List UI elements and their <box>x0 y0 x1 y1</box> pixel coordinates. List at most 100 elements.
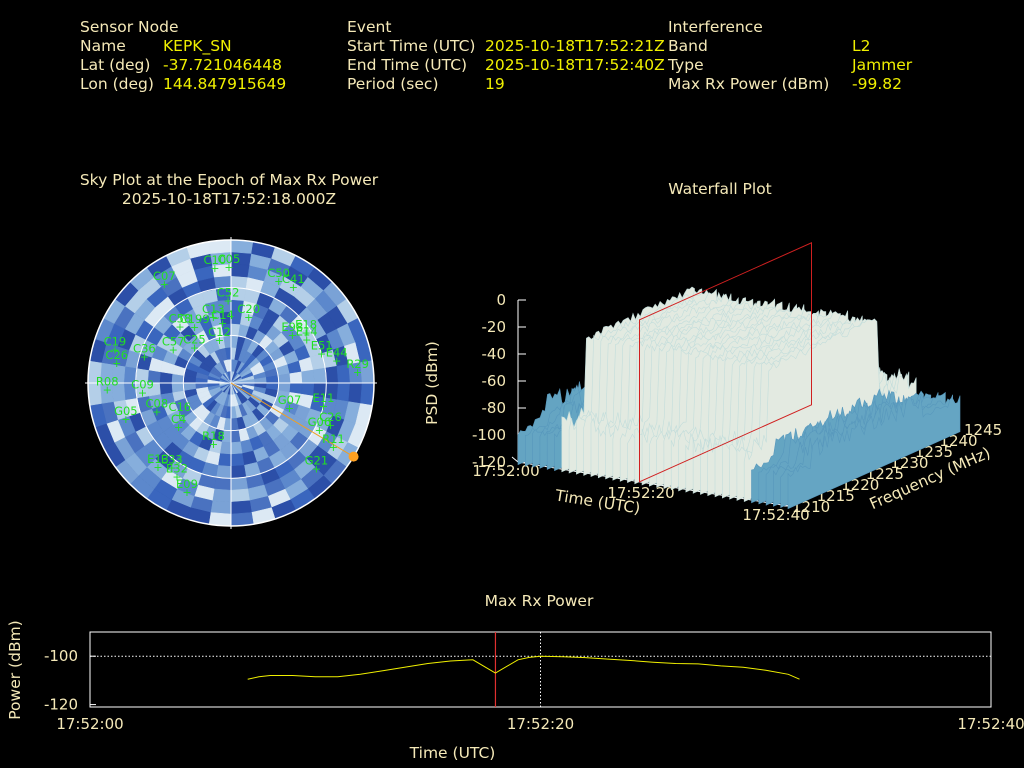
satellite-marker: + <box>152 405 161 418</box>
satellite-marker: + <box>210 262 219 275</box>
sky-cell <box>289 371 303 384</box>
satellite-label: R11 <box>322 432 345 446</box>
time-tick-label: 17:52:20 <box>507 715 574 733</box>
satellite-marker: + <box>353 366 362 379</box>
lon-label: Lon (deg) <box>80 75 154 93</box>
satellite-marker: + <box>169 344 178 357</box>
jammer-bearing-line <box>230 382 354 458</box>
satellite-marker: + <box>329 441 338 454</box>
satellite-label: G21 <box>305 453 329 467</box>
time-slice-marker <box>639 242 812 483</box>
sky-cell <box>360 382 374 406</box>
sky-cell <box>230 476 249 491</box>
sky-cell <box>313 367 327 384</box>
satellite-label: R18 <box>202 429 225 443</box>
sky-cell <box>277 373 291 384</box>
sky-cell <box>348 382 363 404</box>
time-tick-label: 17:52:00 <box>472 462 539 480</box>
satellite-label: C07 <box>153 269 176 283</box>
power-tick-label: -100 <box>44 647 78 665</box>
sky-cell <box>324 365 339 384</box>
satellite-label: C41 <box>282 272 305 286</box>
type-value: Jammer <box>852 56 913 74</box>
satellite-marker: + <box>121 413 130 426</box>
sky-plot-subtitle: 2025-10-18T17:52:18.000Z <box>121 190 337 208</box>
psd-tick-label: 0 <box>496 291 506 309</box>
satellite-marker: + <box>174 421 183 434</box>
time-tick-label: 17:52:20 <box>607 484 674 502</box>
satellite-label: G06 <box>308 415 332 429</box>
satellite-marker: + <box>332 355 341 368</box>
sky-cell <box>88 382 102 406</box>
max-power-value: -99.82 <box>852 75 902 93</box>
lon-value: 144.847915649 <box>163 75 287 93</box>
psd-tick-label: -100 <box>472 426 506 444</box>
period-value: 19 <box>485 75 505 93</box>
psd-tick-label: -20 <box>482 318 507 336</box>
satellite-marker: + <box>244 311 253 324</box>
start-time-value: 2025-10-18T17:52:21Z <box>485 37 665 55</box>
max-power-series-line <box>247 655 800 680</box>
name-label: Name <box>80 37 126 55</box>
satellite-label: C26 <box>319 410 342 424</box>
sky-cell <box>230 429 241 443</box>
satellite-label: R29 <box>346 357 369 371</box>
satellite-marker: + <box>182 486 191 499</box>
satellite-label: C199 <box>180 312 210 326</box>
satellite-marker: + <box>138 386 147 399</box>
sky-cell <box>213 476 232 491</box>
satellite-marker: + <box>175 320 184 333</box>
satellite-marker: + <box>326 419 335 432</box>
satellite-marker: + <box>175 409 184 422</box>
period-label: Period (sec) <box>347 75 439 93</box>
satellite-label: E32 <box>166 462 188 476</box>
satellite-label: C05 <box>218 252 241 266</box>
satellite-label: R08 <box>96 374 119 388</box>
satellite-label: C19 <box>104 335 127 349</box>
psd-tick-label: -80 <box>482 399 507 417</box>
satellite-label: C14 <box>211 308 234 322</box>
satellite-label: C08 <box>145 396 168 410</box>
satellite-marker: + <box>167 462 176 475</box>
satellite-label: E51 <box>311 339 333 353</box>
name-value: KEPK_SN <box>163 37 232 55</box>
sky-cell <box>159 382 173 395</box>
satellite-label: C20 <box>237 302 260 316</box>
time-tick-label: 17:52:40 <box>742 506 809 524</box>
sky-cell <box>230 453 245 467</box>
satellite-marker: + <box>301 326 310 339</box>
satellite-label: C09 <box>131 377 154 391</box>
satellite-label: G07 <box>278 393 302 407</box>
satellite-label: C57 <box>162 335 185 349</box>
satellite-marker: + <box>103 383 112 396</box>
waterfall-z-label: PSD (dBm) <box>423 341 441 425</box>
interference-block: Interference Band L2 Type Jammer Max Rx Po… <box>668 18 912 94</box>
lat-label: Lat (deg) <box>80 56 151 74</box>
satellite-label: E09 <box>176 477 198 491</box>
jammer-marker <box>348 451 359 462</box>
time-tick <box>511 456 519 463</box>
satellite-marker: + <box>209 311 218 324</box>
sky-cell <box>360 360 374 384</box>
satellite-marker: + <box>285 402 294 415</box>
satellite-marker: + <box>224 261 233 274</box>
lat-value: -37.721046448 <box>163 56 282 74</box>
satellite-marker: + <box>153 461 162 474</box>
satellite-marker: + <box>289 281 298 294</box>
waterfall-slice <box>787 395 961 510</box>
sky-cell <box>230 465 247 479</box>
sky-cell <box>217 453 232 467</box>
satellite-marker: + <box>140 351 149 364</box>
satellite-label: C52 <box>217 285 240 299</box>
psd-tick-label: -40 <box>482 345 507 363</box>
sky-cell <box>208 512 232 526</box>
waterfall-title: Waterfall Plot <box>668 180 772 198</box>
satellite-label: C4 <box>171 412 186 426</box>
psd-tick-label: -60 <box>482 372 507 390</box>
band-value: L2 <box>852 37 871 55</box>
max-power-y-label: Power (dBm) <box>6 620 24 719</box>
satellite-marker: + <box>315 424 324 437</box>
psd-tick-label: -120 <box>472 453 506 471</box>
sky-cell <box>301 369 315 384</box>
